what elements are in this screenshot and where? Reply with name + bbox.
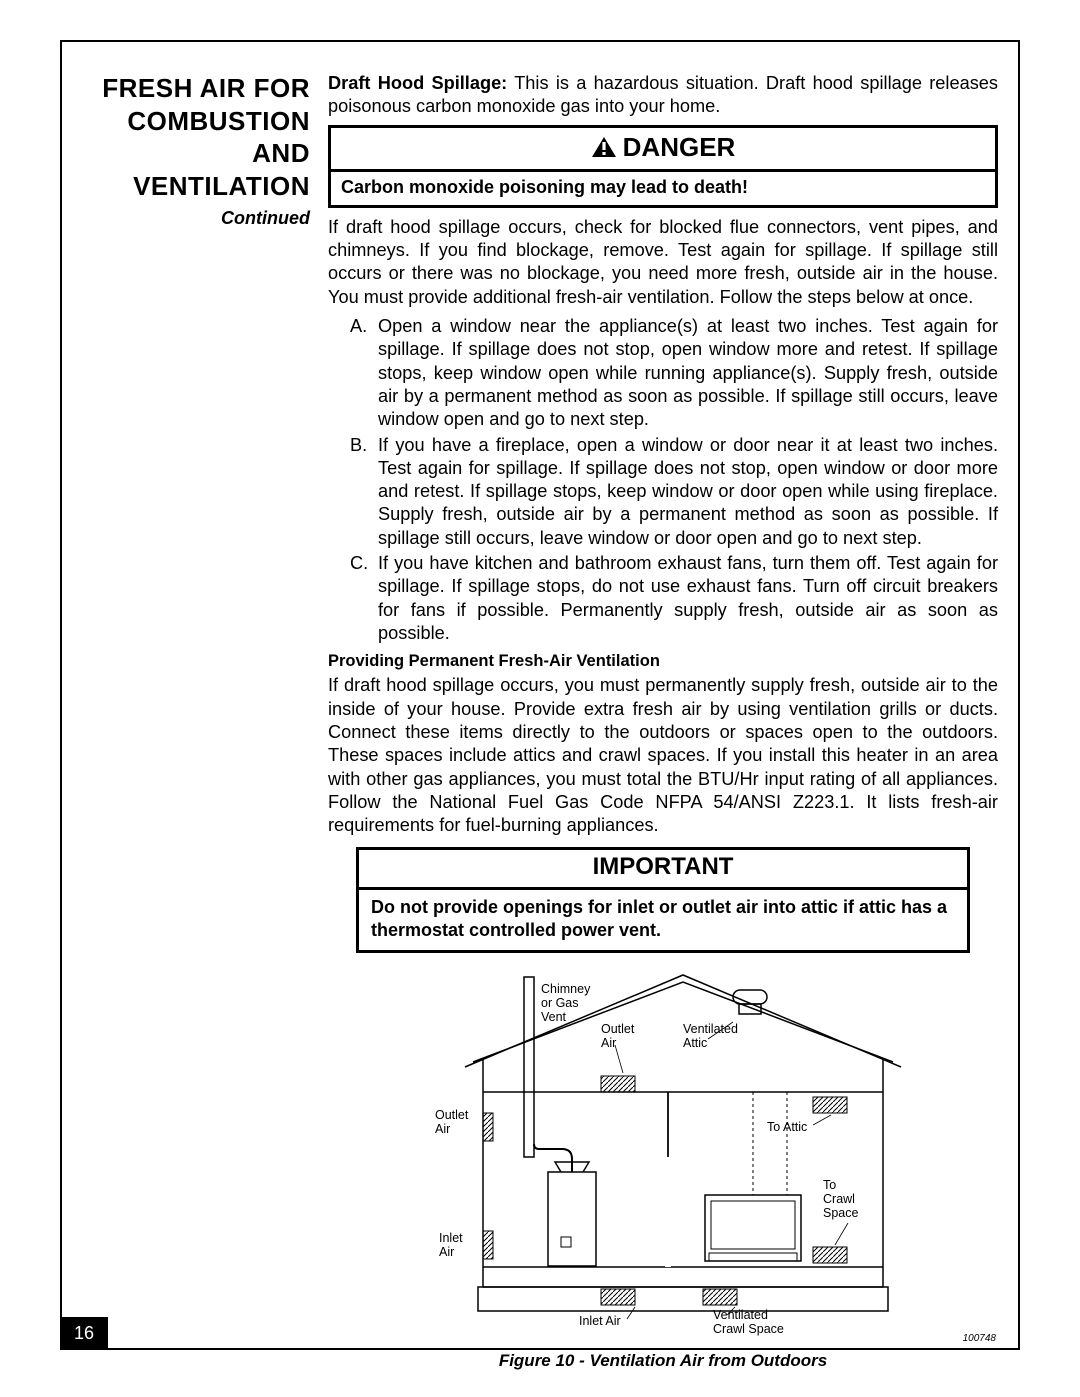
svg-text:Air: Air [601,1036,616,1050]
title-line-4: VENTILATION [133,171,310,201]
important-header: IMPORTANT [359,850,967,890]
svg-text:Space: Space [823,1206,858,1220]
para-spillage: If draft hood spillage occurs, check for… [328,216,998,309]
danger-header: DANGER [331,128,995,172]
step-text: Open a window near the appliance(s) at l… [378,315,998,431]
continued-label: Continued [90,208,310,229]
label-inlet-air-left: Inlet [439,1231,463,1245]
para-permanent: If draft hood spillage occurs, you must … [328,674,998,837]
svg-text:Air: Air [439,1245,454,1259]
diagram-wrap: Chimney or Gas Vent Outlet Air Ventilate… [328,967,998,1371]
intro-paragraph: Draft Hood Spillage: This is a hazardous… [328,72,998,119]
label-ventilated-attic: Ventilated [683,1022,738,1036]
svg-text:Air: Air [435,1122,450,1136]
svg-text:Crawl Space: Crawl Space [713,1322,784,1336]
important-box: IMPORTANT Do not provide openings for in… [356,847,970,953]
title-line-1: FRESH AIR FOR [102,73,310,103]
step-letter: C. [350,552,378,645]
label-chimney: Chimney [541,982,591,996]
step-letter: A. [350,315,378,431]
svg-text:or Gas: or Gas [541,996,579,1010]
label-outlet-air-top: Outlet [601,1022,635,1036]
step-b: B. If you have a fireplace, open a windo… [350,434,998,550]
title-line-3: AND [252,138,310,168]
warning-icon [591,136,617,158]
svg-text:Crawl: Crawl [823,1192,855,1206]
title-line-2: COMBUSTION [127,106,310,136]
label-inlet-air-bottom: Inlet Air [579,1314,621,1328]
steps-list: A. Open a window near the appliance(s) a… [350,315,998,645]
svg-text:Attic: Attic [683,1036,707,1050]
page-number: 16 [60,1317,108,1350]
section-title: FRESH AIR FOR COMBUSTION AND VENTILATION [90,72,310,202]
ventilation-diagram: Chimney or Gas Vent Outlet Air Ventilate… [383,967,943,1337]
label-to-crawl: To [823,1178,836,1192]
intro-bold: Draft Hood Spillage: [328,73,507,93]
label-outlet-air-left: Outlet [435,1108,469,1122]
danger-heading-text: DANGER [623,132,736,162]
important-body: Do not provide openings for inlet or out… [359,890,967,950]
label-to-attic: To Attic [767,1120,807,1134]
svg-text:Vent: Vent [541,1010,567,1024]
step-a: A. Open a window near the appliance(s) a… [350,315,998,431]
step-c: C. If you have kitchen and bathroom exha… [350,552,998,645]
doc-id: 100748 [963,1333,996,1344]
label-ventilated-crawl: Ventilated [713,1308,768,1322]
page-border: FRESH AIR FOR COMBUSTION AND VENTILATION… [60,40,1020,1350]
subheading: Providing Permanent Fresh-Air Ventilatio… [328,651,998,672]
danger-box: DANGER Carbon monoxide poisoning may lea… [328,125,998,208]
step-letter: B. [350,434,378,550]
figure-caption: Figure 10 - Ventilation Air from Outdoor… [328,1350,998,1372]
danger-body: Carbon monoxide poisoning may lead to de… [331,172,995,205]
main-content: Draft Hood Spillage: This is a hazardous… [328,72,998,1328]
sidebar: FRESH AIR FOR COMBUSTION AND VENTILATION… [90,72,328,1328]
step-text: If you have kitchen and bathroom exhaust… [378,552,998,645]
step-text: If you have a fireplace, open a window o… [378,434,998,550]
